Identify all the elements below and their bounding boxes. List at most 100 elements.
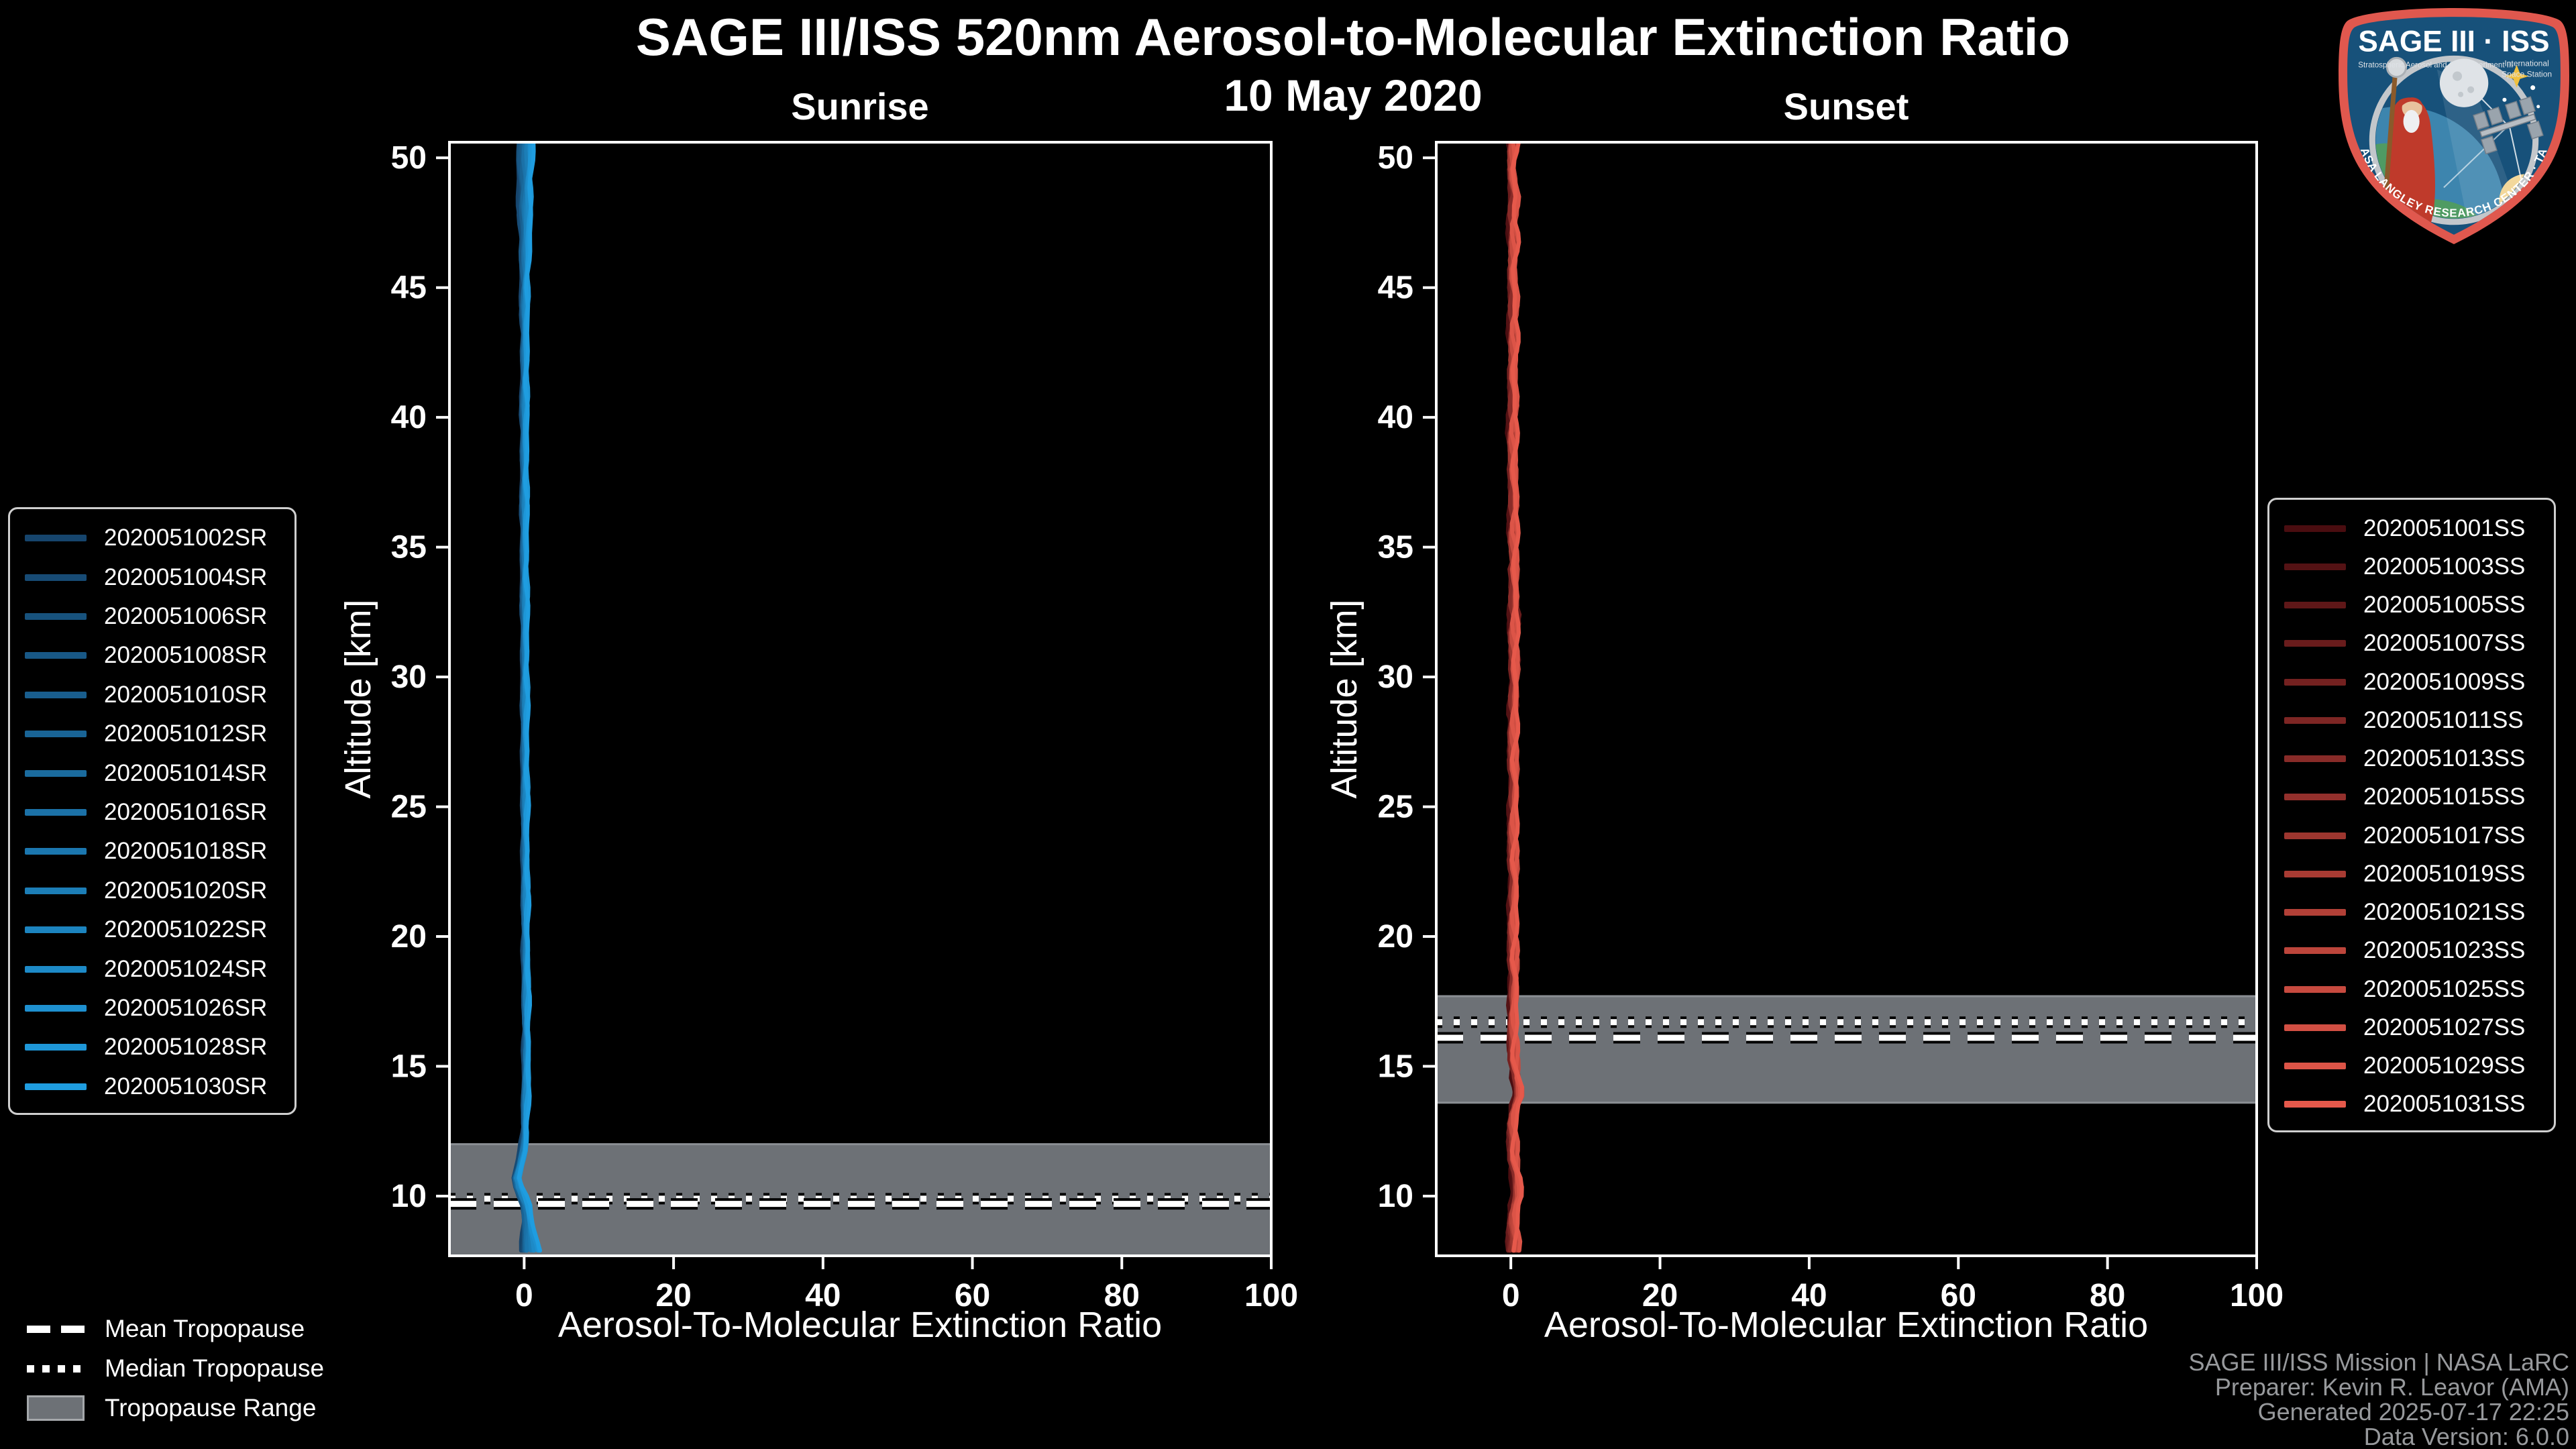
y-tick-label: 50 [1378, 140, 1413, 176]
panel-sunset: 0 20 40 60 80 100 10 15 20 25 30 35 40 45 50 [1378, 140, 2284, 1313]
legend-line-sample [2284, 794, 2346, 801]
legend-item-label: 2020051013SS [2363, 745, 2526, 772]
legend-item-2020051014SR: 2020051014SR [10, 753, 294, 792]
legend-item-label: 2020051021SS [2363, 899, 2526, 926]
legend-item-2020051022SR: 2020051022SR [10, 910, 294, 949]
legend-item-2020051018SR: 2020051018SR [10, 832, 294, 871]
legend-item-label: 2020051026SR [104, 995, 268, 1022]
legend-line-sample [2284, 870, 2346, 877]
legend-item-label: 2020051018SR [104, 838, 268, 865]
legend-item-label: 2020051020SR [104, 877, 268, 904]
legend-item-label: 2020051007SS [2363, 630, 2526, 657]
legend-line-sample [2284, 832, 2346, 839]
legend-item-2020051010SR: 2020051010SR [10, 676, 294, 714]
legend-item-label: 2020051023SS [2363, 937, 2526, 964]
legend-item-2020051009SS: 2020051009SS [2269, 663, 2554, 701]
legend-item-2020051021SS: 2020051021SS [2269, 894, 2554, 932]
legend-line-sample [2284, 525, 2346, 532]
median-tropopause-label: Median Tropopause [105, 1354, 325, 1382]
legend-item-label: 2020051029SS [2363, 1053, 2526, 1079]
logo-subtitle-right-1: International [2504, 58, 2548, 68]
legend-line-sample [25, 652, 87, 659]
y-axis-label-sunset: Altitude [km] [1324, 599, 1364, 799]
legend-line-sample [25, 731, 87, 738]
legend-item-label: 2020051028SR [104, 1034, 268, 1061]
footer-credits: SAGE III/ISS Mission | NASA LaRC Prepare… [2188, 1350, 2569, 1449]
legend-mean-tropopause: Mean Tropopause [27, 1313, 305, 1345]
legend-line-sample [25, 691, 87, 698]
x-tick-label: 40 [1791, 1278, 1827, 1313]
x-axis-label-sunrise: Aerosol-To-Molecular Extinction Ratio [557, 1305, 1163, 1345]
legend-item-label: 2020051024SR [104, 955, 268, 982]
x-tick-label: 80 [1104, 1278, 1140, 1313]
x-tick-label: 60 [955, 1278, 990, 1313]
legend-line-sample [25, 1005, 87, 1012]
legend-item-label: 2020051002SR [104, 525, 268, 551]
panel-title-sunset: Sunset [1783, 85, 1909, 127]
legend-item-2020051002SR: 2020051002SR [10, 519, 294, 557]
profile-line-2020051031SS [1509, 142, 1524, 1253]
legend-item-2020051012SR: 2020051012SR [10, 714, 294, 753]
legend-line-sample [25, 574, 87, 581]
y-tick-label: 30 [1378, 659, 1413, 695]
footer-version: Data Version: 6.0.0 [2363, 1423, 2569, 1449]
y-tick-label: 20 [391, 919, 427, 955]
legend-line-sample [25, 535, 87, 542]
legend-item-label: 2020051022SR [104, 916, 268, 943]
tropopause-range-patch-icon [27, 1395, 85, 1421]
footer-mission: SAGE III/ISS Mission | NASA LaRC [2188, 1348, 2569, 1376]
legend-item-2020051023SS: 2020051023SS [2269, 932, 2554, 970]
y-tick-label: 50 [391, 140, 427, 176]
y-tick-label: 40 [391, 400, 427, 435]
y-tick-label: 25 [1378, 790, 1413, 825]
legend-item-2020051001SS: 2020051001SS [2269, 509, 2554, 547]
legend-line-sample [2284, 640, 2346, 647]
y-tick-label: 20 [1378, 919, 1413, 955]
legend-item-2020051005SS: 2020051005SS [2269, 586, 2554, 625]
page-title: SAGE III/ISS 520nm Aerosol-to-Molecular … [635, 7, 2071, 66]
y-tick-label: 10 [1378, 1179, 1413, 1214]
legend-item-label: 2020051025SS [2363, 975, 2526, 1002]
legend-item-2020051019SS: 2020051019SS [2269, 855, 2554, 893]
tropopause-range-band [1436, 995, 2257, 1104]
legend-item-label: 2020051001SS [2363, 515, 2526, 541]
legend-item-2020051004SR: 2020051004SR [10, 557, 294, 596]
logo-moon [2439, 58, 2489, 107]
x-tick-label: 0 [1502, 1278, 1520, 1313]
y-tick-label: 45 [1378, 270, 1413, 306]
legend-item-label: 2020051014SR [104, 759, 268, 786]
logo-subtitle-left: Stratospheric Aerosol and Gas Experiment… [2358, 62, 2513, 70]
logo-ring [2369, 55, 2539, 225]
tropopause-range-label: Tropopause Range [105, 1394, 317, 1421]
logo-iss-icon [2473, 96, 2544, 155]
legend-line-sample [2284, 602, 2346, 609]
legend-line-sample [2284, 716, 2346, 724]
legend-item-2020051025SS: 2020051025SS [2269, 970, 2554, 1008]
profile-lines [511, 142, 543, 1253]
mean-tropopause-label: Mean Tropopause [105, 1315, 305, 1342]
y-tick-label: 40 [1378, 400, 1413, 435]
profile-line-2020051030SR [517, 142, 543, 1253]
legend-item-2020051027SS: 2020051027SS [2269, 1008, 2554, 1046]
legend-item-label: 2020051006SR [104, 603, 268, 630]
profile-lines [1505, 142, 1525, 1253]
y-tick-label: 10 [391, 1179, 427, 1214]
legend-item-label: 2020051031SS [2363, 1091, 2526, 1118]
logo-star-icon [2504, 64, 2529, 88]
legend-item-2020051026SR: 2020051026SR [10, 989, 294, 1028]
legend-item-label: 2020051010SR [104, 681, 268, 708]
legend-sunset-events: 2020051001SS 2020051003SS 2020051005SS 2020… [2267, 498, 2556, 1132]
panel-title-sunrise: Sunrise [791, 85, 929, 127]
page-subtitle: 10 May 2020 [1224, 70, 1483, 120]
legend-item-2020051006SR: 2020051006SR [10, 597, 294, 636]
legend-line-sample [25, 613, 87, 621]
legend-item-2020051015SS: 2020051015SS [2269, 778, 2554, 816]
x-tick-label: 100 [1244, 1278, 1298, 1313]
legend-item-label: 2020051005SS [2363, 592, 2526, 619]
legend-item-2020051031SS: 2020051031SS [2269, 1085, 2554, 1124]
legend-median-tropopause: Median Tropopause [27, 1352, 324, 1385]
legend-sunrise-events: 2020051002SR 2020051004SR 2020051006SR 2020… [8, 507, 297, 1115]
legend-item-2020051003SS: 2020051003SS [2269, 547, 2554, 586]
legend-line-sample [25, 769, 87, 777]
